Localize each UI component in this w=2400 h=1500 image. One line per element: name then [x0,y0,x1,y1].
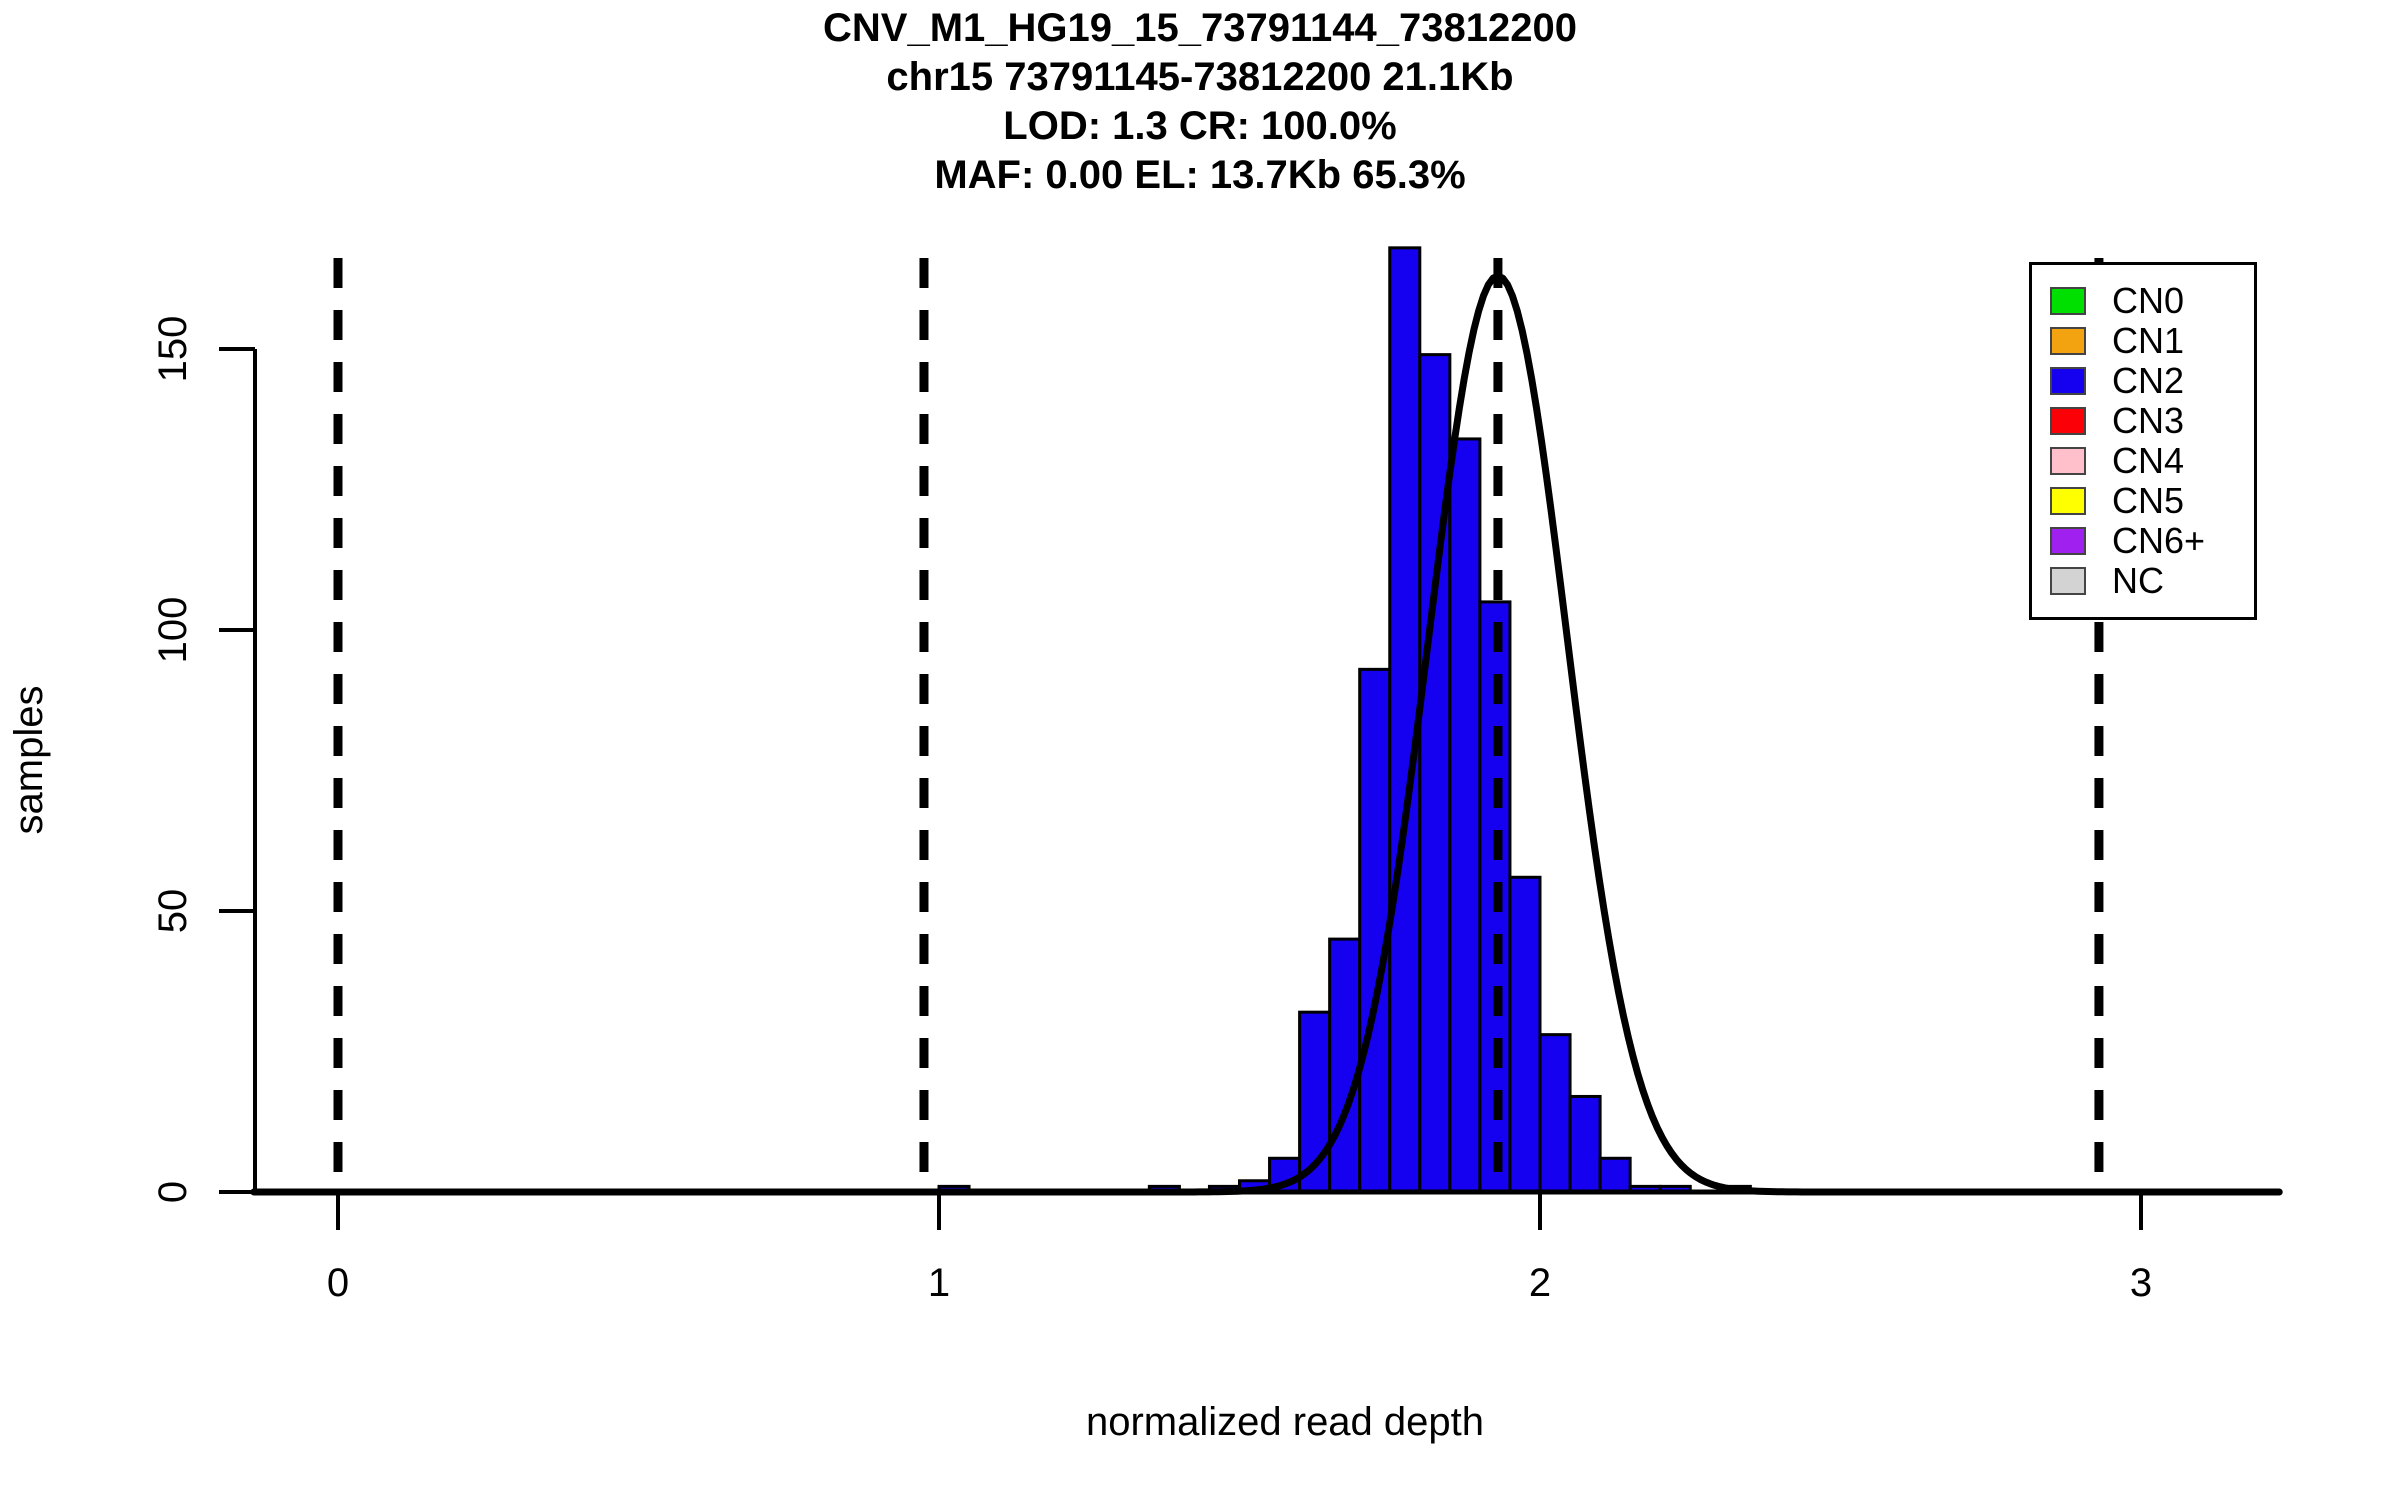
reference-lines [333,258,2104,1190]
y-axis: 0 50 100 150 [151,316,257,1203]
density-curve [250,272,2283,1196]
histogram-bar [1388,246,1422,1194]
x-axis-tick-label: 0 [327,1261,349,1305]
legend-swatch-icon [2050,447,2086,475]
histogram-bar [1328,937,1362,1194]
histogram-bar [1358,667,1392,1194]
y-axis-tick-label: 0 [151,1181,195,1203]
chart-title-line-4: MAF: 0.00 EL: 13.7Kb 65.3% [934,153,1466,197]
y-axis-tick-label: 50 [151,889,195,934]
legend: CN0 CN1 CN2 CN3 CN4 CN5 CN6+ NC [2029,262,2257,620]
legend-item-label: CN5 [2112,480,2185,521]
x-axis: 0 1 2 3 [253,1189,2280,1305]
legend-swatch-icon [2050,327,2086,355]
x-axis-tick-label: 3 [2130,1261,2152,1305]
legend-item-cn3: CN3 [2050,401,2236,441]
legend-item-cn5: CN5 [2050,481,2236,521]
legend-item-nc: NC [2050,561,2236,601]
x-axis-tick-label: 2 [1529,1261,1551,1305]
legend-swatch-icon [2050,407,2086,435]
legend-swatch-icon [2050,487,2086,515]
legend-item-label: CN0 [2112,280,2185,321]
legend-item-label: CN6+ [2112,520,2206,561]
histogram-bar [1508,875,1542,1194]
legend-item-cn2: CN2 [2050,361,2236,401]
legend-swatch-icon [2050,287,2086,315]
legend-item-cn4: CN4 [2050,441,2236,481]
legend-item-label: CN4 [2112,440,2185,481]
legend-item-label: NC [2112,560,2164,601]
legend-item-label: CN2 [2112,360,2185,401]
histogram-bars [937,246,1752,1194]
x-axis-title: normalized read depth [1086,1400,1484,1444]
y-axis-tick-label: 100 [151,597,195,664]
histogram-bar [1448,437,1482,1194]
chart-title-line-2: chr15 73791145-73812200 21.1Kb [886,55,1514,99]
legend-item-cn6plus: CN6+ [2050,521,2236,561]
histogram-bar [1568,1094,1602,1194]
legend-swatch-icon [2050,527,2086,555]
chart-title-block: CNV_M1_HG19_15_73791144_73812200 chr15 7… [0,4,2400,200]
legend-item-label: CN1 [2112,320,2185,361]
y-axis-tick-label: 150 [151,316,195,383]
x-axis-tick-label: 1 [928,1261,950,1305]
chart-title-line-3: LOD: 1.3 CR: 100.0% [1003,104,1397,148]
legend-item-label: CN3 [2112,400,2185,441]
legend-swatch-icon [2050,367,2086,395]
histogram-bar [1538,1033,1572,1194]
chart-title-line-1: CNV_M1_HG19_15_73791144_73812200 [823,6,1577,50]
histogram-bar [1598,1156,1632,1194]
legend-swatch-icon [2050,567,2086,595]
legend-item-cn1: CN1 [2050,321,2236,361]
y-axis-title: samples [7,686,51,835]
legend-item-cn0: CN0 [2050,281,2236,321]
